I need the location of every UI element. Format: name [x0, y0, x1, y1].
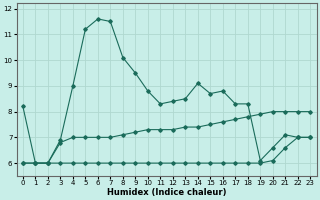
X-axis label: Humidex (Indice chaleur): Humidex (Indice chaleur) — [107, 188, 226, 197]
